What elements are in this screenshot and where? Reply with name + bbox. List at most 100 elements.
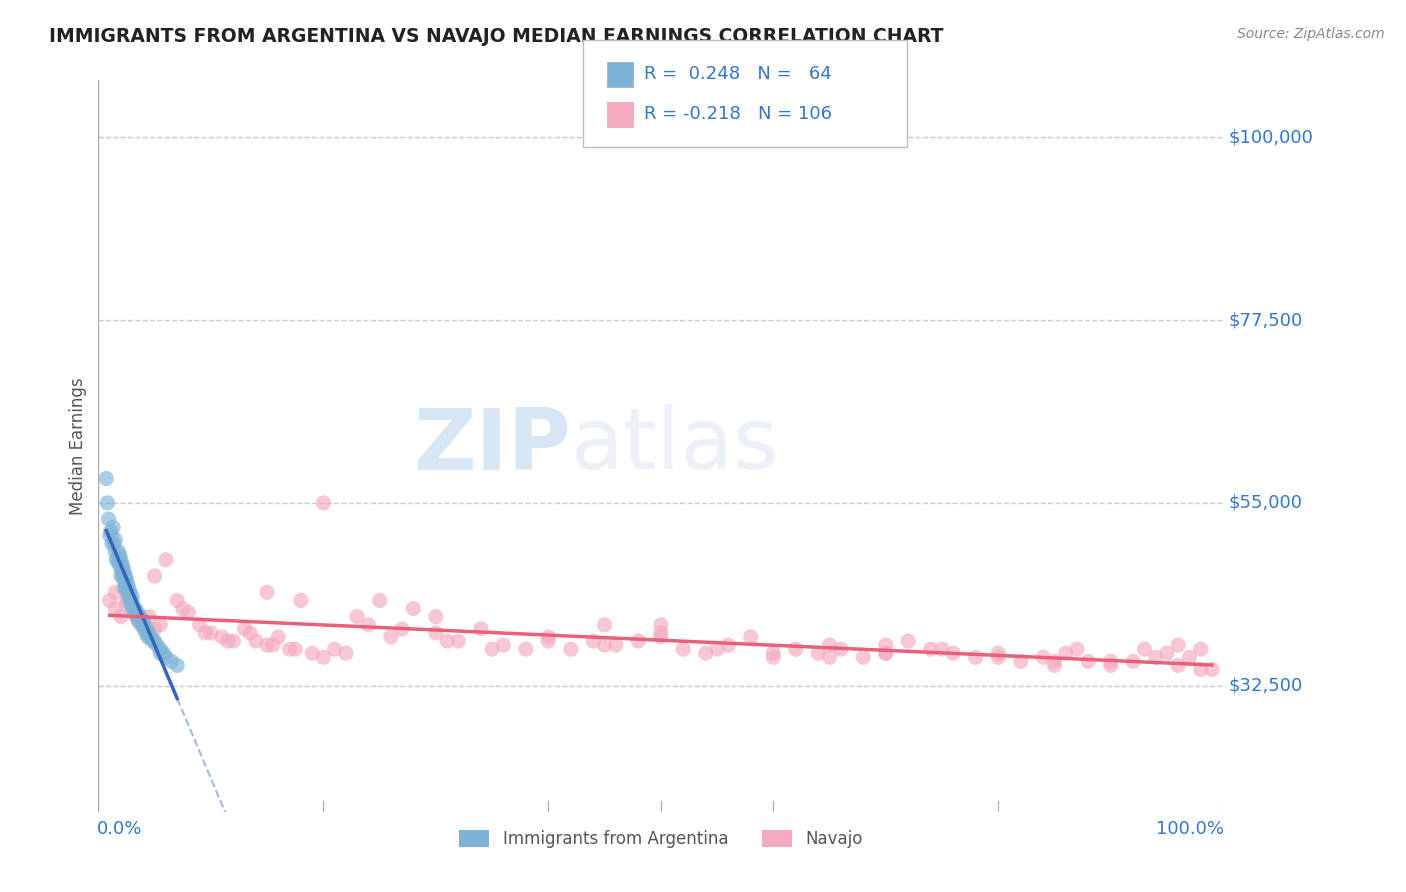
Point (380, 630, 402, 644)
Point (166, 593, 188, 607)
Point (425, 626, 447, 640)
Point (100, 524, 122, 539)
Point (245, 634, 267, 648)
Point (593, 638, 616, 652)
Text: $32,500: $32,500 (1229, 677, 1303, 695)
Point (312, 496, 335, 510)
Y-axis label: Median Earnings: Median Earnings (69, 377, 87, 515)
Point (115, 593, 138, 607)
Text: R =  0.248   N =   64: R = 0.248 N = 64 (644, 65, 832, 83)
Text: 100.0%: 100.0% (1156, 820, 1225, 838)
Point (121, 590, 143, 604)
Point (160, 654, 183, 668)
Point (124, 601, 146, 615)
Point (818, 638, 841, 652)
Point (103, 536, 125, 550)
Point (138, 626, 160, 640)
Point (139, 630, 162, 644)
Point (650, 630, 672, 644)
Point (1077, 654, 1099, 668)
Point (110, 569, 132, 583)
Point (1066, 642, 1088, 657)
Point (122, 601, 145, 615)
Point (560, 642, 582, 657)
Point (785, 642, 807, 657)
Point (104, 533, 127, 547)
Point (830, 642, 852, 657)
Point (107, 544, 129, 558)
Point (155, 553, 177, 567)
Point (107, 557, 129, 571)
Point (1178, 650, 1201, 665)
Point (301, 646, 323, 660)
Text: $77,500: $77,500 (1229, 311, 1303, 329)
Point (312, 650, 335, 665)
Point (875, 646, 897, 660)
Point (233, 622, 256, 636)
Text: Source: ZipAtlas.com: Source: ZipAtlas.com (1237, 27, 1385, 41)
Point (818, 650, 841, 665)
Point (402, 601, 425, 615)
Point (1144, 650, 1167, 665)
Point (127, 609, 149, 624)
Point (104, 544, 127, 558)
Point (222, 634, 245, 648)
Point (110, 609, 132, 624)
Point (108, 549, 131, 563)
Point (127, 606, 149, 620)
Point (127, 614, 149, 628)
Point (132, 617, 155, 632)
Point (987, 646, 1010, 660)
Point (537, 630, 560, 644)
Point (1189, 663, 1212, 677)
Point (177, 606, 200, 620)
Point (146, 638, 169, 652)
Point (97, 512, 120, 526)
Point (143, 569, 166, 583)
Point (128, 614, 150, 628)
Point (112, 561, 135, 575)
Point (125, 609, 148, 624)
Point (217, 634, 239, 648)
Point (1043, 654, 1066, 668)
Point (104, 601, 127, 615)
Text: $100,000: $100,000 (1229, 128, 1313, 146)
Point (111, 565, 134, 579)
Point (118, 593, 141, 607)
Point (98, 528, 121, 542)
Point (717, 638, 740, 652)
Point (129, 609, 152, 624)
Point (672, 642, 695, 657)
Point (117, 577, 139, 591)
Point (1167, 658, 1189, 673)
Legend: Immigrants from Argentina, Navajo: Immigrants from Argentina, Navajo (453, 823, 869, 855)
Point (114, 577, 136, 591)
Point (110, 561, 132, 575)
Point (101, 520, 124, 534)
Text: ZIP: ZIP (413, 404, 571, 488)
Point (136, 630, 159, 644)
Point (129, 617, 152, 632)
Point (112, 569, 135, 583)
Point (650, 626, 672, 640)
Point (447, 634, 470, 648)
Point (96, 471, 118, 485)
Point (135, 622, 157, 636)
Point (112, 573, 135, 587)
Point (105, 553, 128, 567)
Point (357, 617, 380, 632)
Point (807, 646, 830, 660)
Point (942, 646, 965, 660)
Point (132, 614, 155, 628)
Point (118, 590, 141, 604)
Point (115, 598, 138, 612)
Point (114, 569, 136, 583)
Point (118, 585, 141, 599)
Point (267, 630, 290, 644)
Point (470, 622, 492, 636)
Point (1043, 658, 1066, 673)
Point (875, 638, 897, 652)
Point (762, 646, 785, 660)
Point (1201, 663, 1223, 677)
Point (650, 617, 672, 632)
